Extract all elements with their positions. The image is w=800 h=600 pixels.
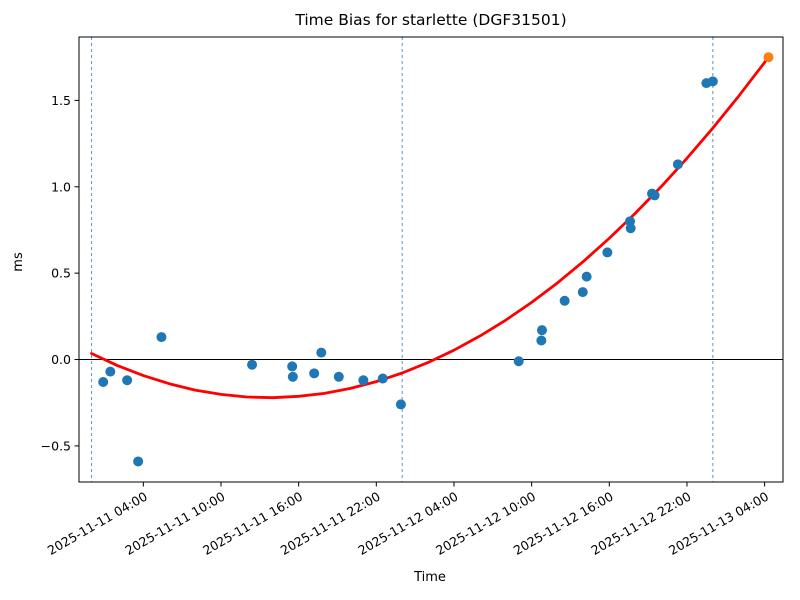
y-tick-label: 0.0 bbox=[51, 352, 71, 367]
data-point bbox=[333, 371, 344, 382]
x-axis-label: Time bbox=[413, 570, 446, 585]
chart-title: Time Bias for starlette (DGF31501) bbox=[294, 11, 566, 29]
data-point bbox=[287, 371, 298, 382]
y-tick-label: −0.5 bbox=[41, 438, 71, 453]
data-point bbox=[577, 287, 588, 298]
y-tick-label: 1.5 bbox=[51, 93, 71, 108]
data-point bbox=[395, 399, 406, 410]
data-point bbox=[513, 356, 524, 367]
data-point bbox=[536, 335, 547, 346]
data-point bbox=[358, 375, 369, 386]
data-point bbox=[559, 295, 570, 306]
plot-border bbox=[78, 36, 784, 483]
data-point bbox=[156, 332, 167, 343]
data-point bbox=[672, 159, 683, 170]
data-point bbox=[316, 347, 327, 358]
data-point bbox=[649, 190, 660, 201]
data-point bbox=[602, 247, 613, 258]
data-point bbox=[707, 76, 718, 87]
data-point bbox=[105, 366, 116, 377]
data-point bbox=[122, 375, 133, 386]
y-tick-label: 0.5 bbox=[51, 266, 71, 281]
fit-curve bbox=[90, 55, 770, 400]
data-point bbox=[287, 361, 298, 372]
data-point bbox=[247, 359, 258, 370]
data-point bbox=[133, 456, 144, 467]
y-tick-label: 1.0 bbox=[51, 179, 71, 194]
y-axis-label: ms bbox=[11, 252, 26, 272]
data-point bbox=[581, 271, 592, 282]
data-point bbox=[309, 368, 320, 379]
data-point bbox=[98, 376, 109, 387]
data-point bbox=[536, 325, 547, 336]
data-point bbox=[625, 223, 636, 234]
data-point bbox=[377, 373, 388, 384]
latest-data-point bbox=[763, 52, 774, 63]
